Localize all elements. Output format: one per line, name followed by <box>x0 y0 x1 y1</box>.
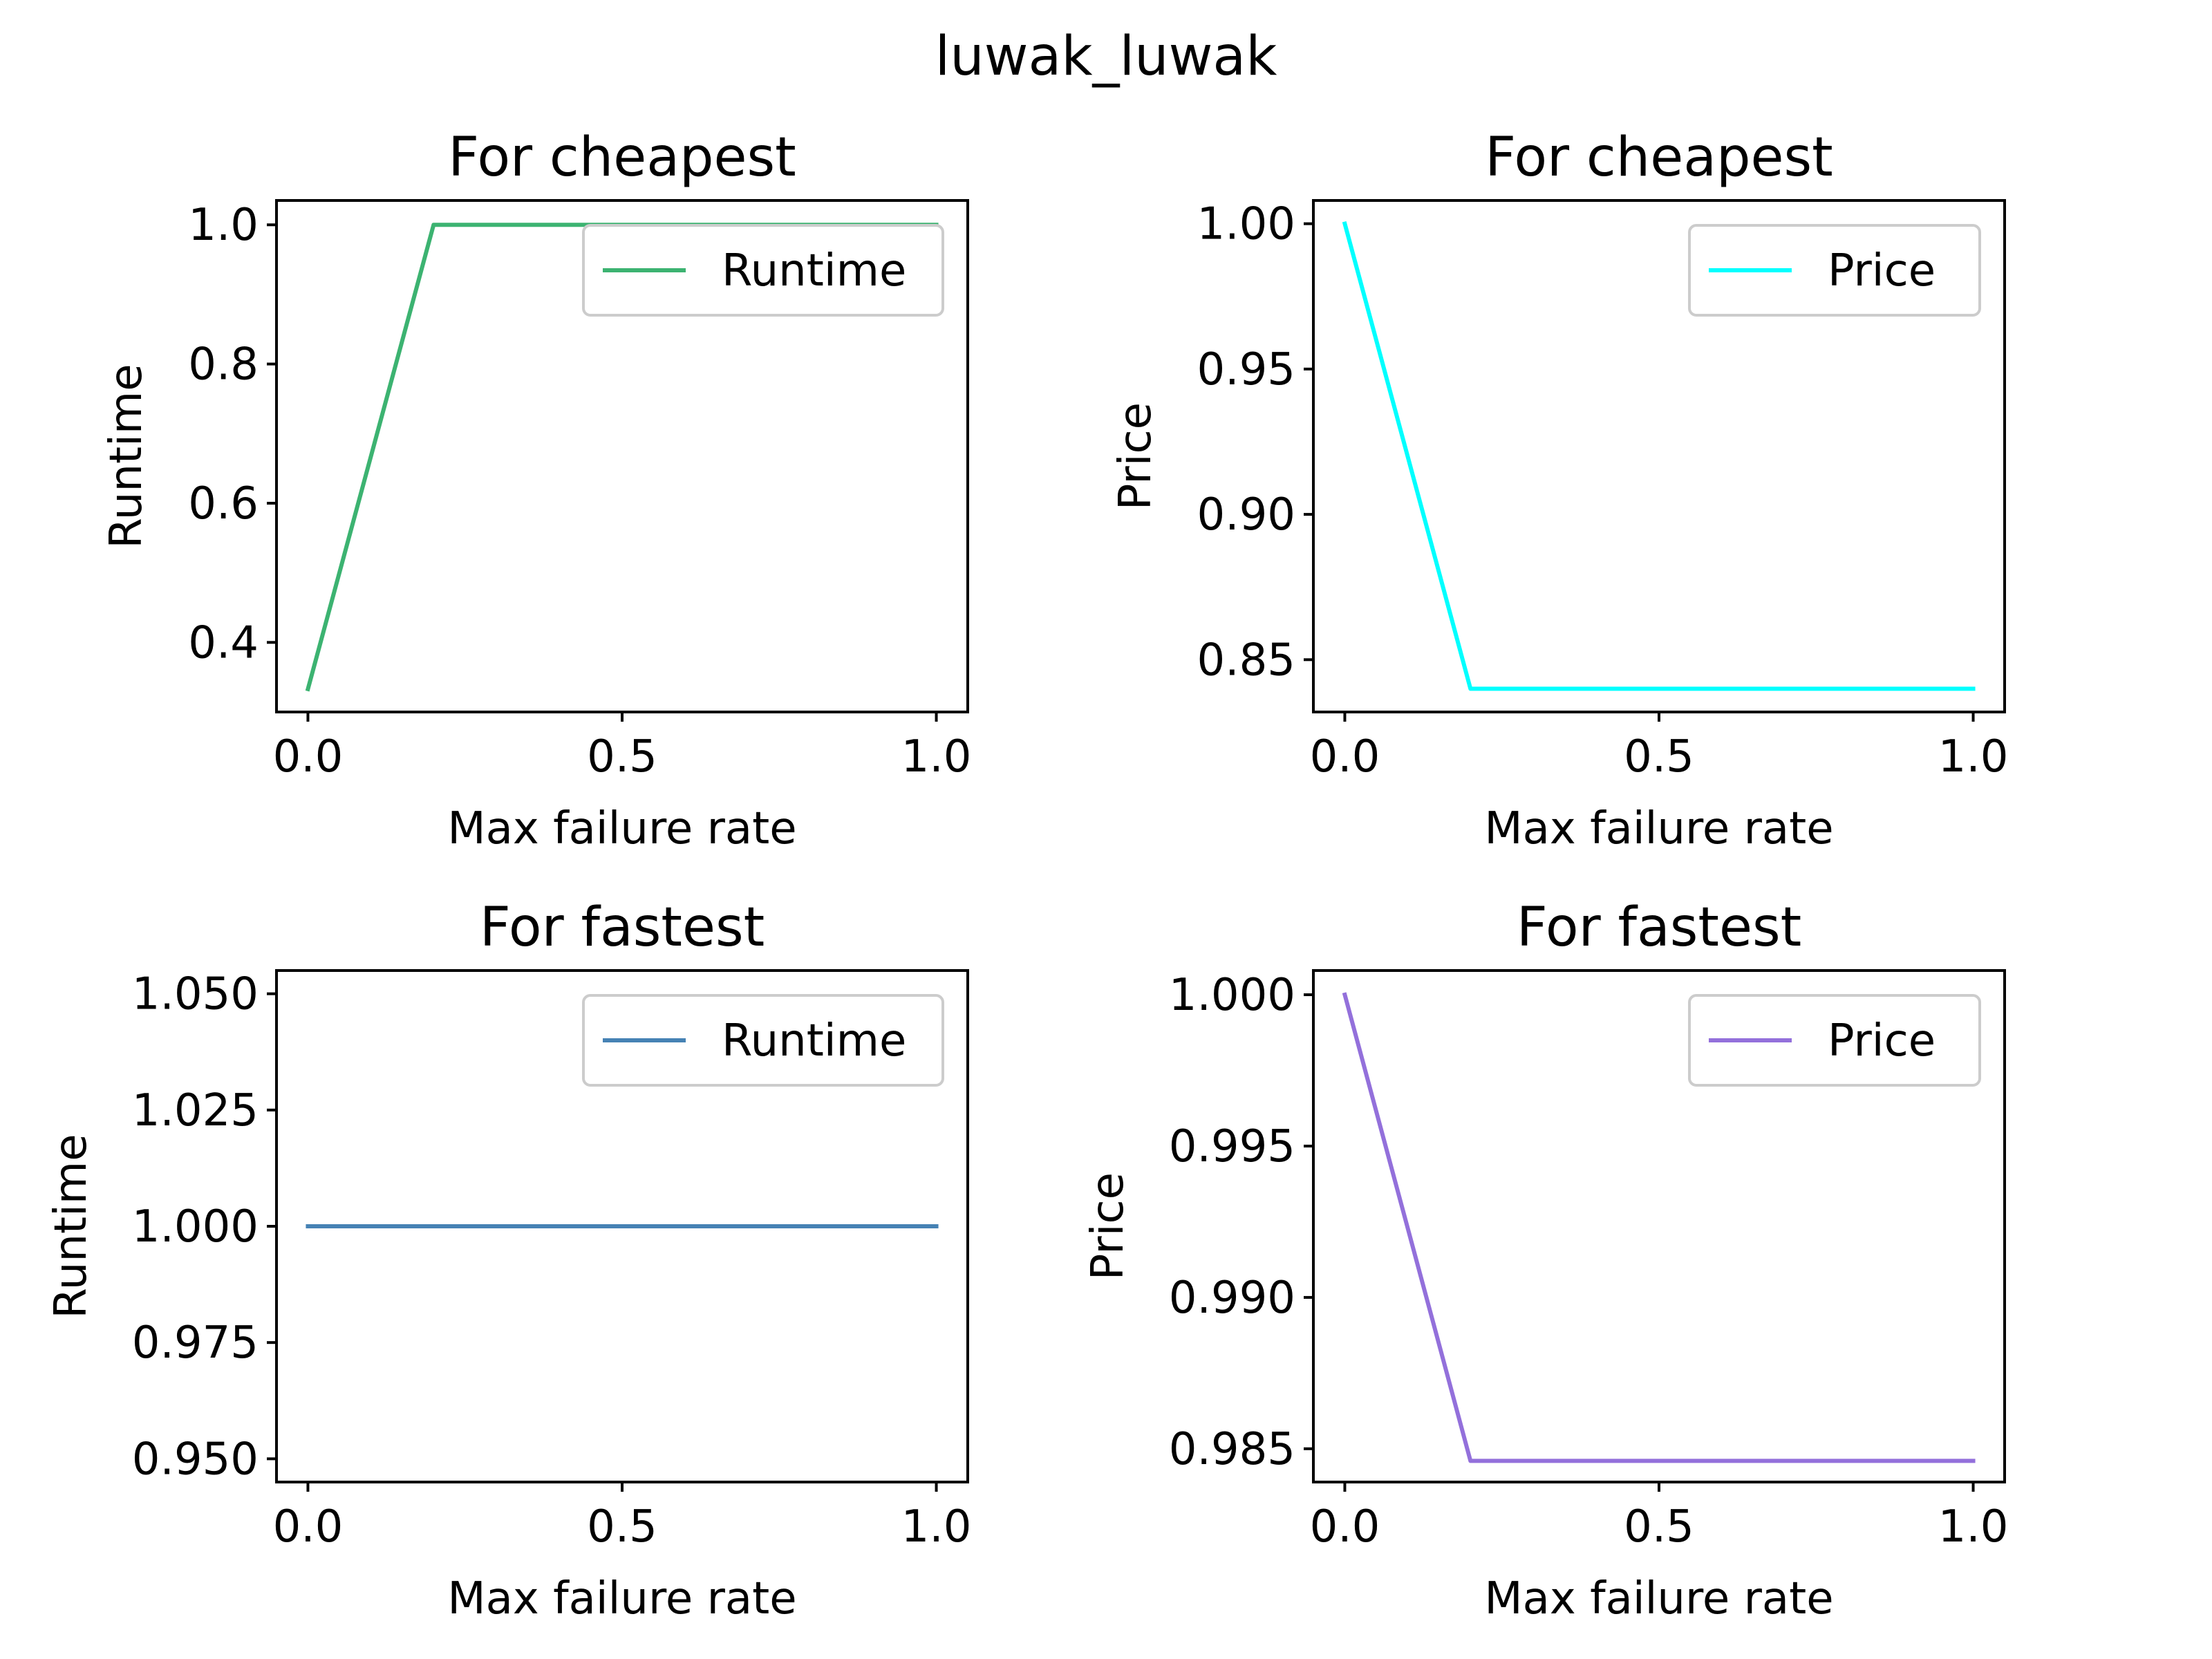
subplot-3: 0.0 0.5 1.0 0.950 0.975 1.000 1.025 1.050 For fa… <box>46 897 971 1624</box>
y-tick-label: 1.000 <box>132 1201 259 1253</box>
legend-label: Price <box>1828 1015 1936 1067</box>
y-tick-label: 0.985 <box>1169 1424 1295 1475</box>
y-tick-label: 0.90 <box>1197 489 1296 541</box>
y-tick-label: 0.4 <box>188 617 259 668</box>
x-tick-label: 0.5 <box>587 731 657 782</box>
x-tick-label: 0.5 <box>1624 731 1694 782</box>
subplot-title: For fastest <box>480 897 765 959</box>
x-axis-label: Max failure rate <box>447 1573 796 1624</box>
legend: Price <box>1688 994 1981 1087</box>
y-tick-label: 0.85 <box>1197 635 1296 686</box>
subplot-1: 0.0 0.5 1.0 0.4 0.6 0.8 1.0 For cheapest Max fai… <box>101 126 971 854</box>
x-tick-label: 1.0 <box>901 1501 972 1553</box>
y-axis-label: Runtime <box>46 1134 97 1318</box>
x-axis-label: Max failure rate <box>447 803 796 854</box>
y-tick-label: 0.990 <box>1169 1273 1295 1324</box>
x-axis-label: Max failure rate <box>1484 1573 1833 1624</box>
subplot-4: 0.0 0.5 1.0 0.985 0.990 0.995 1.000 For fastest… <box>1082 897 2008 1624</box>
y-tick-label: 0.950 <box>132 1434 259 1485</box>
legend-label: Runtime <box>722 245 906 297</box>
subplot-2: 0.0 0.5 1.0 0.85 0.90 0.95 1.00 For cheapest Max… <box>1110 126 2008 854</box>
series-line-price <box>1342 992 1976 1463</box>
y-tick-label: 1.00 <box>1197 199 1296 250</box>
y-tick-label: 1.050 <box>132 969 259 1020</box>
x-tick-label: 0.0 <box>1310 1501 1380 1553</box>
legend: Price <box>1688 224 1981 317</box>
x-tick-label: 0.0 <box>273 1501 344 1553</box>
y-tick-label: 1.0 <box>188 200 259 251</box>
x-tick-label: 1.0 <box>1938 731 2009 782</box>
y-axis-label: Price <box>1082 1172 1134 1280</box>
subplot-title: For cheapest <box>448 126 796 189</box>
legend-label: Runtime <box>722 1015 906 1067</box>
legend-box <box>1688 994 1981 1087</box>
x-tick-label: 0.0 <box>273 731 344 782</box>
legend: Runtime <box>582 994 944 1087</box>
legend: Runtime <box>582 224 944 317</box>
y-tick-label: 0.995 <box>1169 1121 1295 1172</box>
legend-box <box>582 994 944 1087</box>
y-tick-label: 0.975 <box>132 1318 259 1369</box>
y-tick-label: 0.8 <box>188 339 259 391</box>
subplot-title: For fastest <box>1517 897 1801 959</box>
y-axis-label: Runtime <box>101 364 152 548</box>
y-tick-label: 1.025 <box>132 1085 259 1136</box>
legend-box <box>1688 224 1981 317</box>
x-tick-label: 0.5 <box>587 1501 657 1553</box>
legend-label: Price <box>1828 245 1936 297</box>
y-axis-label: Price <box>1110 402 1161 510</box>
subplot-title: For cheapest <box>1485 126 1833 189</box>
y-tick-label: 0.6 <box>188 478 259 529</box>
series-line-price <box>1342 221 1976 691</box>
subplots: 0.0 0.5 1.0 0.4 0.6 0.8 1.0 For cheapest Max fai… <box>46 126 2008 1624</box>
legend-box <box>582 224 944 317</box>
figure-suptitle: luwak_luwak <box>935 26 1277 88</box>
y-tick-label: 0.95 <box>1197 344 1296 395</box>
x-tick-label: 0.0 <box>1310 731 1380 782</box>
y-tick-label: 1.000 <box>1169 970 1295 1021</box>
x-tick-label: 1.0 <box>1938 1501 2009 1553</box>
x-axis-label: Max failure rate <box>1484 803 1833 854</box>
x-tick-label: 1.0 <box>901 731 972 782</box>
x-tick-label: 0.5 <box>1624 1501 1694 1553</box>
